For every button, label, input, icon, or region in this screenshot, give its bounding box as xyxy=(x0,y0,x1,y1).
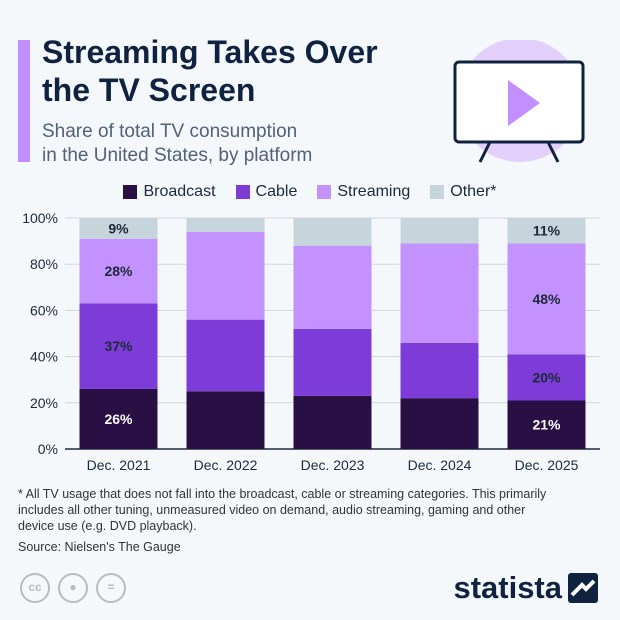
bar-segment-streaming xyxy=(293,245,372,329)
footnote-line: * All TV usage that does not fall into t… xyxy=(18,487,547,501)
data-label: 26% xyxy=(104,411,133,427)
chart-subtitle: Share of total TV consumption in the Unit… xyxy=(42,120,312,168)
bar-segment-cable xyxy=(293,328,372,396)
bar-segment-other xyxy=(400,218,479,244)
bar-segment-streaming xyxy=(507,243,586,355)
bar-segment-other xyxy=(79,218,158,239)
legend-item: Cable xyxy=(235,183,298,201)
stacked-bar-chart: 0% 20% 40% 60% 80% 100% 26% 37% 28% 9% Dec. 2021 De… xyxy=(22,210,600,473)
legend-label: Streaming xyxy=(337,183,411,200)
x-tick-label: Dec. 2024 xyxy=(408,457,472,473)
data-label: 9% xyxy=(108,220,129,236)
bar-segment-cable xyxy=(400,342,479,399)
legend-item: Streaming xyxy=(317,183,410,201)
legend-swatch xyxy=(235,185,250,199)
legend-swatch xyxy=(317,185,332,199)
no-derivatives-icon[interactable]: = xyxy=(96,573,126,603)
y-tick-label: 60% xyxy=(30,302,58,318)
data-label: 37% xyxy=(104,338,133,354)
legend: Broadcast Cable Streaming Other* xyxy=(0,183,620,201)
statista-logo: statista xyxy=(453,570,598,606)
y-tick-label: 20% xyxy=(30,395,58,411)
tv-play-icon xyxy=(453,40,585,163)
bar-segment-broadcast xyxy=(79,388,158,449)
bar-segment-broadcast xyxy=(507,400,586,449)
footnote-line: includes all other tuning, unmeasured vi… xyxy=(18,503,526,517)
legend-label: Cable xyxy=(255,183,298,200)
data-label: 20% xyxy=(532,369,561,385)
bar-segment-broadcast xyxy=(293,395,372,449)
bar-segment-broadcast xyxy=(186,391,265,449)
bar-segment-cable xyxy=(186,319,265,392)
legend-item: Other* xyxy=(430,183,497,201)
x-tick-label: Dec. 2021 xyxy=(87,457,151,473)
bar-segment-other xyxy=(507,218,586,244)
source: Source: Nielsen's The Gauge xyxy=(18,540,181,554)
bar-segment-other xyxy=(293,218,372,246)
legend-swatch xyxy=(430,185,445,199)
chart-title: Streaming Takes Over the TV Screen xyxy=(42,33,378,109)
title-accent-bar xyxy=(18,40,30,162)
bar-segment-streaming xyxy=(400,243,479,343)
legend-label: Other* xyxy=(450,183,497,200)
bar-segment-cable xyxy=(79,303,158,389)
legend-swatch xyxy=(123,185,138,199)
title-line: the TV Screen xyxy=(42,72,256,108)
x-tick-label: Dec. 2023 xyxy=(301,457,365,473)
title-line: Streaming Takes Over xyxy=(42,34,378,70)
y-tick-label: 0% xyxy=(38,441,58,457)
data-label: 48% xyxy=(532,291,561,307)
data-label: 21% xyxy=(532,417,561,433)
legend-item: Broadcast xyxy=(123,183,216,201)
legend-label: Broadcast xyxy=(143,183,216,200)
x-tick-label: Dec. 2025 xyxy=(515,457,579,473)
data-label: 28% xyxy=(104,263,133,279)
brand-name: statista xyxy=(453,570,562,605)
data-label: 11% xyxy=(533,223,561,239)
attribution-icon[interactable]: ● xyxy=(58,573,88,603)
y-tick-label: 40% xyxy=(30,349,58,365)
creative-commons-icon[interactable]: cc xyxy=(20,573,50,603)
bar-segment-cable xyxy=(507,354,586,401)
bar-segment-other xyxy=(186,218,265,232)
footnote: * All TV usage that does not fall into t… xyxy=(18,486,608,534)
bar-segment-streaming xyxy=(79,238,158,304)
statista-logo-icon xyxy=(568,573,598,603)
subtitle-line: in the United States, by platform xyxy=(42,145,313,166)
y-tick-label: 80% xyxy=(30,256,58,272)
bar-segment-broadcast xyxy=(400,398,479,449)
x-tick-label: Dec. 2022 xyxy=(194,457,258,473)
bar-segment-streaming xyxy=(186,231,265,320)
subtitle-line: Share of total TV consumption xyxy=(42,121,298,142)
footnote-line: device use (e.g. DVD playback). xyxy=(18,519,197,533)
y-tick-label: 100% xyxy=(22,210,58,226)
